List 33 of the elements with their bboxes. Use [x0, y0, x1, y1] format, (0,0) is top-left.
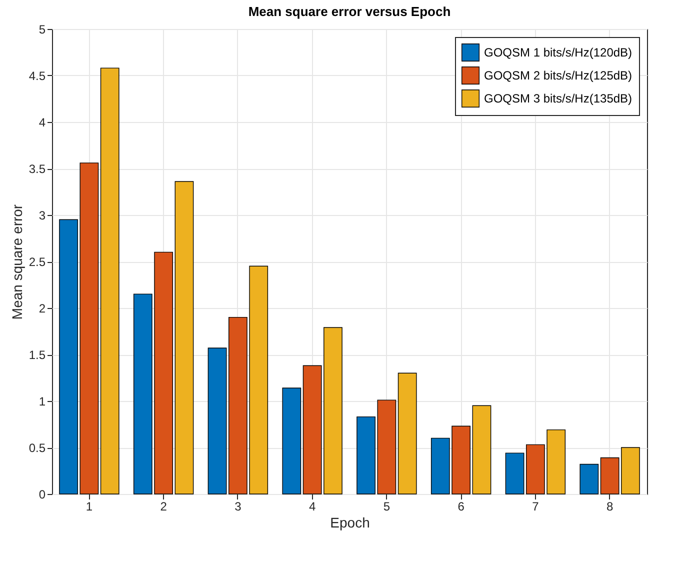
x-tick-label: 1	[86, 500, 93, 514]
y-tick-label: 4.5	[28, 69, 46, 83]
y-tick-label: 0	[38, 488, 46, 502]
legend-label: GOQSM 3 bits/s/Hz(135dB)	[484, 92, 632, 106]
x-tick-label: 8	[606, 500, 614, 514]
bar	[174, 181, 194, 494]
bar	[580, 464, 599, 494]
y-tick-label: 1	[38, 394, 46, 408]
y-tick-label: 2	[38, 302, 46, 316]
x-tick-label: 5	[383, 500, 390, 514]
x-tick-label: 4	[308, 500, 316, 514]
x-tick-label: 7	[532, 500, 540, 514]
y-axis-title: Mean square error	[8, 204, 25, 320]
y-tick-label: 0.5	[28, 441, 46, 455]
bar	[505, 452, 524, 494]
y-tick-label: 3.5	[28, 162, 46, 176]
x-tick-label: 6	[458, 500, 465, 514]
bar	[208, 348, 227, 494]
bar	[398, 372, 417, 494]
y-tick-label: 4	[38, 116, 46, 130]
y-tick-label: 3	[38, 208, 46, 222]
y-tick-label: 5	[38, 22, 46, 36]
bar	[472, 405, 492, 494]
x-axis-title: Epoch	[330, 514, 370, 530]
x-tick-label: 3	[234, 500, 242, 514]
legend-label: GOQSM 1 bits/s/Hz(120dB)	[484, 46, 632, 60]
legend-label: GOQSM 2 bits/s/Hz(125dB)	[484, 68, 632, 82]
y-tick-label: 2.5	[28, 255, 46, 269]
bar	[100, 68, 120, 494]
chart-title: Mean square error versus Epoch	[248, 4, 451, 19]
x-tick-label: 2	[160, 500, 168, 514]
y-tick-label: 1.5	[28, 348, 46, 362]
bar	[282, 388, 302, 494]
